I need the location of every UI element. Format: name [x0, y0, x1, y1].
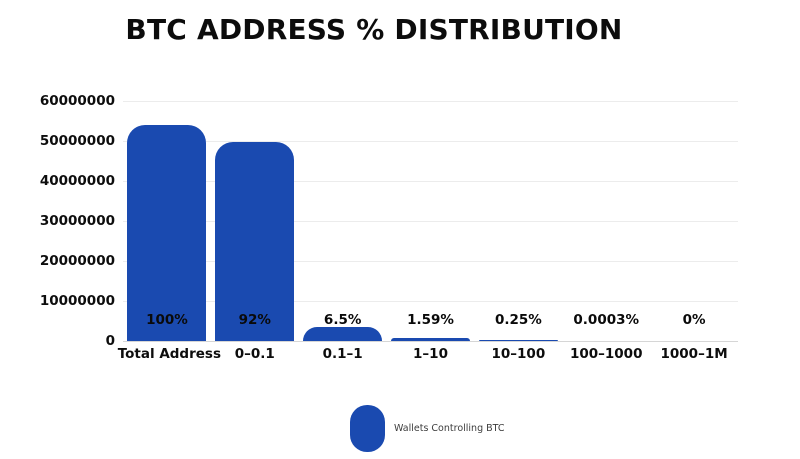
bar: [127, 125, 207, 341]
x-axis-line: [123, 341, 738, 342]
y-axis-tick-label: 40000000: [39, 173, 115, 189]
legend-marker-icon: [350, 405, 385, 452]
x-axis-label: 1–10: [413, 346, 448, 362]
bar-value-label: 0%: [682, 312, 706, 328]
x-axis-label: 1000–1M: [660, 346, 728, 362]
bar-group: 100% Total Address: [118, 101, 221, 362]
gridline: [123, 221, 738, 222]
bar: [478, 340, 558, 341]
gridline: [123, 141, 738, 142]
gridline: [123, 181, 738, 182]
chart-title: BTC ADDRESS % DISTRIBUTION: [125, 13, 623, 46]
bar-group: 0% 1000–1M: [650, 101, 738, 362]
bar: [215, 142, 295, 341]
bar: [303, 326, 383, 341]
bar-group: 0.25% 10–100: [474, 101, 562, 362]
bar: [390, 337, 471, 341]
bar-value-label: 0.0003%: [573, 312, 640, 328]
bar-value-label: 1.59%: [407, 312, 454, 328]
bar-group: 0.0003% 100–1000: [562, 101, 650, 362]
bar-group: 1.59% 1–10: [387, 101, 475, 362]
bar-value-label: 0.25%: [494, 312, 542, 328]
bar-value-label: 92%: [238, 312, 271, 328]
x-axis-label: 10–100: [491, 346, 546, 362]
bar-value-label: 100%: [146, 312, 188, 328]
y-axis-tick-label: 60000000: [39, 93, 115, 109]
y-axis-tick-label: 50000000: [39, 133, 115, 149]
bar-group: 92% 0–0.1: [211, 101, 299, 362]
gridline: [123, 261, 738, 262]
gridline: [123, 101, 738, 102]
gridline: [123, 301, 738, 302]
y-axis-tick-label: 0: [105, 333, 115, 349]
y-axis-tick-label: 30000000: [39, 213, 115, 229]
y-axis-tick-label: 20000000: [39, 253, 115, 269]
bars-container: 100% Total Address 92% 0–0.1 6.5% 0.1–1 1.59% 1…: [118, 101, 738, 362]
legend-label: Wallets Controlling BTC: [394, 423, 505, 434]
legend: Wallets Controlling BTC: [350, 405, 505, 452]
bar-group: 6.5% 0.1–1: [299, 101, 387, 362]
bar-value-label: 6.5%: [323, 312, 362, 328]
x-axis-label: 0–0.1: [234, 346, 275, 362]
x-axis-label: 0.1–1: [322, 346, 363, 362]
y-axis-tick-label: 10000000: [39, 293, 115, 309]
plot-area: 100% Total Address 92% 0–0.1 6.5% 0.1–1 1.59% 1…: [40, 93, 738, 362]
x-axis-label: 100–1000: [569, 346, 643, 362]
x-axis-label: Total Address: [117, 346, 221, 362]
